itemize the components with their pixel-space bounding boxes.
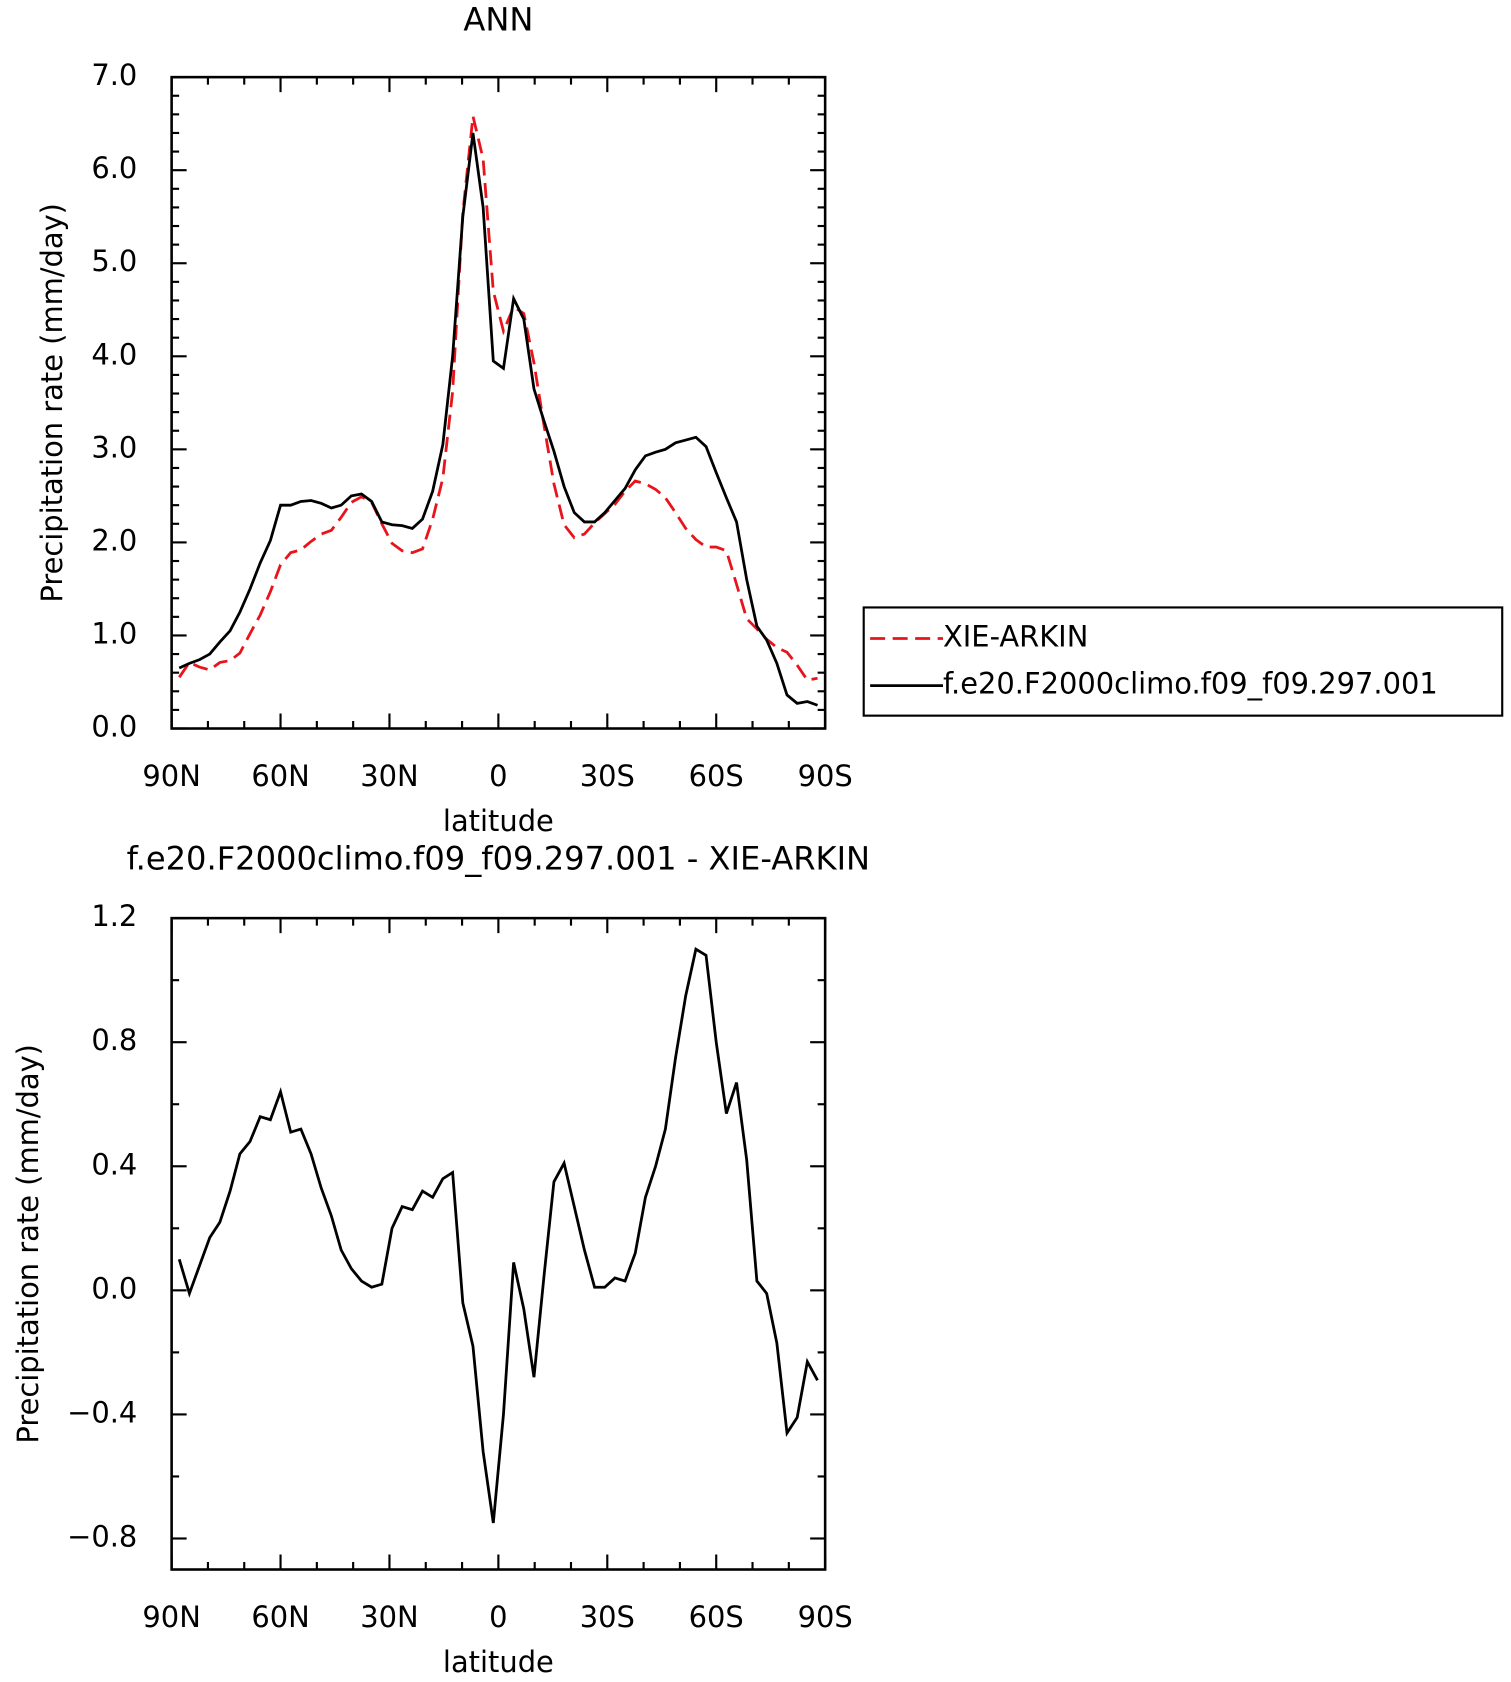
data-line [177, 946, 819, 1524]
legend-label: f.e20.F2000climo.f09_f09.297.001 [943, 667, 1438, 701]
x-axis-label: latitude [443, 1645, 554, 1679]
y-tick-label: 3.0 [91, 430, 137, 464]
y-tick-label: −0.8 [67, 1519, 137, 1553]
x-tick-label: 90N [142, 1600, 200, 1634]
x-axis-label: latitude [443, 804, 554, 838]
y-axis-label: Precipitation rate (mm/day) [35, 203, 69, 603]
x-tick-label: 60S [689, 759, 744, 793]
legend-label: XIE-ARKIN [943, 620, 1088, 654]
y-tick-label: 4.0 [91, 337, 137, 371]
plot-frame [170, 75, 827, 730]
data-line [178, 115, 818, 682]
y-tick-label: 7.0 [91, 58, 137, 92]
y-tick-label: 2.0 [91, 523, 137, 557]
x-tick-label: 30S [580, 759, 635, 793]
x-tick-label: 60N [251, 759, 309, 793]
x-tick-label: 60S [689, 1600, 744, 1634]
y-axis-label: Precipitation rate (mm/day) [11, 1044, 45, 1444]
x-tick-label: 0 [489, 1600, 507, 1634]
x-tick-label: 60N [251, 1600, 309, 1634]
y-tick-label: 0.8 [91, 1023, 137, 1057]
data-line [178, 132, 818, 707]
x-tick-label: 30N [360, 759, 418, 793]
x-tick-label: 90S [798, 759, 853, 793]
chart-title: ANN [463, 0, 533, 38]
y-tick-label: 0.0 [91, 710, 137, 744]
legend-box [862, 606, 1504, 717]
y-tick-label: 1.2 [91, 899, 137, 933]
y-tick-label: 1.0 [91, 616, 137, 650]
x-tick-label: 30S [580, 1600, 635, 1634]
x-tick-label: 90N [142, 759, 200, 793]
y-tick-label: −0.4 [67, 1395, 137, 1429]
chart-title: f.e20.F2000climo.f09_f09.297.001 - XIE-A… [127, 839, 870, 877]
y-tick-label: 0.4 [91, 1147, 137, 1181]
x-tick-label: 90S [798, 1600, 853, 1634]
y-tick-label: 0.0 [91, 1271, 137, 1305]
y-tick-label: 5.0 [91, 244, 137, 278]
y-tick-label: 6.0 [91, 151, 137, 185]
x-tick-label: 30N [360, 1600, 418, 1634]
x-tick-label: 0 [489, 759, 507, 793]
